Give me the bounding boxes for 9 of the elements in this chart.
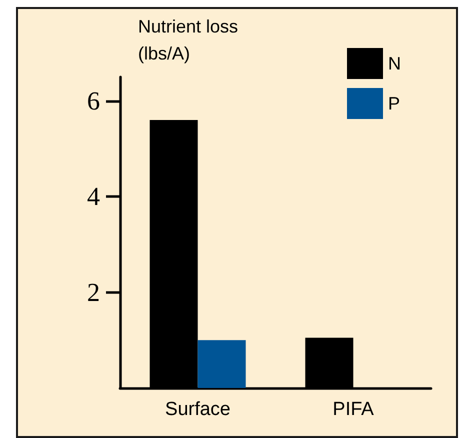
y-axis-title: Nutrient loss (lbs/A)	[138, 16, 238, 64]
y-tick-label: 2	[87, 278, 100, 307]
x-tick-label: Surface	[165, 399, 230, 420]
y-tick-label: 6	[87, 86, 100, 116]
bar	[198, 340, 246, 388]
legend-label: P	[388, 94, 400, 114]
legend-label: N	[388, 54, 401, 74]
x-tick-label: PIFA	[332, 399, 374, 420]
y-tick-label: 4	[87, 182, 100, 212]
